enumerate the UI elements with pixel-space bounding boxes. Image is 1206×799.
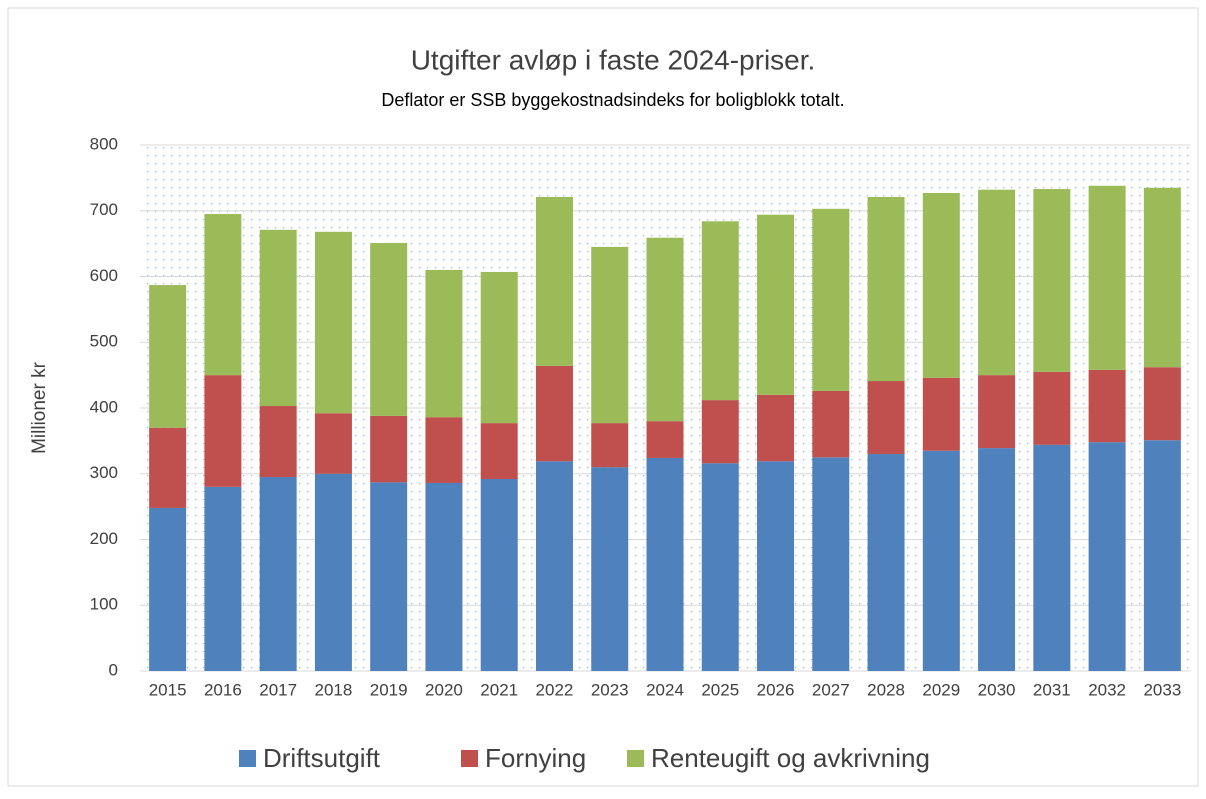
bar-segment — [812, 208, 850, 391]
legend-label: Driftsutgift — [263, 743, 381, 773]
bar-segment — [1143, 367, 1181, 441]
x-tick-label: 2019 — [370, 680, 408, 699]
y-tick-label: 700 — [90, 200, 118, 219]
y-tick-label: 300 — [90, 463, 118, 482]
bar-segment — [701, 221, 739, 401]
legend-swatch — [627, 750, 644, 767]
bar-segment — [591, 246, 629, 424]
bar-segment — [204, 214, 242, 376]
bar-segment — [978, 448, 1016, 671]
bar-segment — [867, 454, 905, 671]
bar-segment — [812, 390, 850, 458]
y-tick-label: 600 — [90, 266, 118, 285]
bar-segment — [314, 473, 352, 671]
bar-segment — [480, 479, 518, 671]
bar-segment — [535, 196, 573, 366]
bar-segment — [591, 423, 629, 468]
x-tick-label: 2022 — [536, 680, 574, 699]
x-tick-label: 2018 — [315, 680, 353, 699]
x-tick-label: 2023 — [591, 680, 629, 699]
x-tick-label: 2025 — [701, 680, 739, 699]
bar-segment — [1033, 189, 1071, 372]
y-axis-label: Millioner kr — [29, 361, 50, 454]
bar-segment — [370, 242, 408, 416]
bar-segment — [812, 457, 850, 671]
x-tick-label: 2032 — [1088, 680, 1126, 699]
bar-segment — [867, 381, 905, 455]
bar-segment — [1033, 371, 1071, 445]
bar-segment — [370, 482, 408, 671]
bar-segment — [646, 421, 684, 458]
bar-segment — [149, 285, 187, 428]
bar-segment — [535, 365, 573, 462]
bar-segment — [646, 237, 684, 422]
bar-segment — [149, 507, 187, 671]
bar-segment — [757, 461, 795, 671]
bar-segment — [757, 394, 795, 462]
chart-subtitle: Deflator er SSB byggekostnadsindeks for … — [381, 90, 844, 110]
legend-swatch — [239, 750, 256, 767]
bar-segment — [1143, 187, 1181, 368]
bar-segment — [591, 467, 629, 671]
y-tick-label: 100 — [90, 595, 118, 614]
bar-segment — [204, 486, 242, 671]
bar-segment — [922, 192, 960, 378]
x-tick-label: 2033 — [1143, 680, 1181, 699]
x-tick-label: 2017 — [259, 680, 297, 699]
y-tick-label: 800 — [90, 134, 118, 153]
y-tick-label: 0 — [109, 660, 118, 679]
bar-segment — [204, 375, 242, 487]
bar-segment — [370, 415, 408, 483]
x-tick-label: 2024 — [646, 680, 684, 699]
bar-segment — [701, 463, 739, 671]
bar-segment — [1088, 442, 1126, 671]
bar-segment — [978, 375, 1016, 449]
x-tick-label: 2031 — [1033, 680, 1071, 699]
x-tick-label: 2028 — [867, 680, 905, 699]
bar-segment — [149, 427, 187, 508]
bar-segment — [314, 231, 352, 414]
x-tick-label: 2026 — [757, 680, 795, 699]
bar-segment — [701, 400, 739, 464]
x-tick-label: 2027 — [812, 680, 850, 699]
bar-segment — [1088, 369, 1126, 443]
bar-segment — [1033, 444, 1071, 671]
bar-segment — [425, 482, 463, 671]
x-tick-label: 2020 — [425, 680, 463, 699]
x-tick-label: 2021 — [480, 680, 518, 699]
bar-segment — [646, 457, 684, 671]
x-tick-label: 2030 — [978, 680, 1016, 699]
bar-segment — [1143, 440, 1181, 671]
bar-segment — [259, 229, 297, 407]
y-tick-label: 200 — [90, 529, 118, 548]
bar-segment — [425, 417, 463, 483]
y-tick-label: 400 — [90, 397, 118, 416]
bar-segment — [867, 196, 905, 382]
x-tick-label: 2016 — [204, 680, 242, 699]
legend-swatch — [461, 750, 478, 767]
legend-label: Renteugift og avkrivning — [651, 743, 930, 773]
bar-segment — [425, 269, 463, 418]
bar-segment — [480, 423, 518, 480]
bar-segment — [259, 406, 297, 478]
x-tick-label: 2015 — [149, 680, 187, 699]
bar-segment — [757, 214, 795, 395]
bar-segment — [314, 413, 352, 474]
x-tick-label: 2029 — [922, 680, 960, 699]
bar-segment — [1088, 185, 1126, 370]
bar-segment — [535, 461, 573, 671]
bar-segment — [922, 377, 960, 451]
bar-segment — [922, 450, 960, 671]
bar-segment — [978, 189, 1016, 376]
bar-segment — [259, 477, 297, 671]
bar-segment — [480, 271, 518, 424]
chart-title: Utgifter avløp i faste 2024-priser. — [411, 44, 816, 75]
y-tick-label: 500 — [90, 332, 118, 351]
legend-label: Fornying — [485, 743, 586, 773]
